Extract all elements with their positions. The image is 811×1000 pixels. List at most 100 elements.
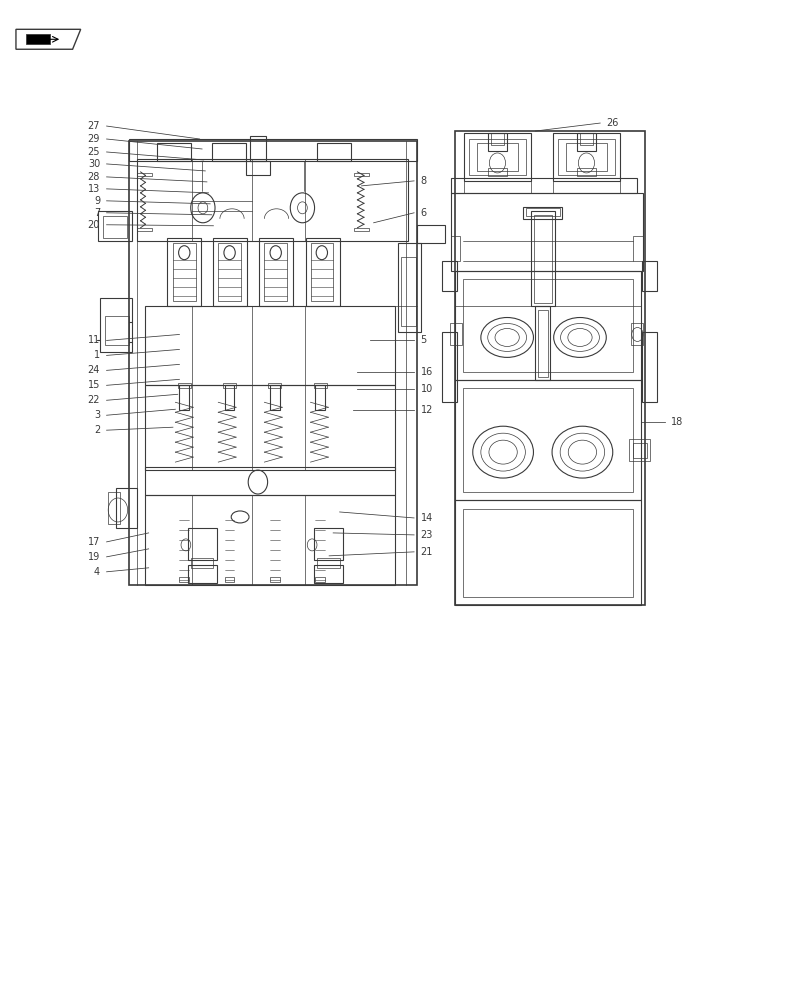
Text: 14: 14 xyxy=(420,513,432,523)
Text: 21: 21 xyxy=(420,547,432,557)
Bar xyxy=(270,577,280,582)
Bar xyxy=(449,323,461,345)
Bar xyxy=(397,243,420,332)
Bar xyxy=(145,385,394,470)
Bar xyxy=(145,495,394,585)
Bar xyxy=(212,143,246,161)
Bar xyxy=(642,332,656,402)
Bar xyxy=(477,143,517,171)
Bar xyxy=(268,383,281,388)
Bar xyxy=(450,178,636,193)
Bar xyxy=(576,168,595,176)
Bar xyxy=(487,133,507,151)
Bar xyxy=(178,383,191,388)
Bar xyxy=(179,577,189,582)
Bar xyxy=(116,488,136,528)
Bar xyxy=(491,133,504,145)
Bar xyxy=(259,238,292,306)
Bar xyxy=(145,306,394,385)
Bar xyxy=(525,208,559,216)
Bar xyxy=(462,279,632,372)
Polygon shape xyxy=(26,34,50,44)
Text: 6: 6 xyxy=(420,208,426,218)
Bar xyxy=(316,143,350,161)
Bar xyxy=(313,528,342,560)
Bar xyxy=(305,238,339,306)
Bar xyxy=(173,243,195,301)
Text: 2: 2 xyxy=(94,425,100,435)
Text: 20: 20 xyxy=(88,220,100,230)
Bar xyxy=(642,261,656,291)
Bar xyxy=(454,500,640,605)
Bar xyxy=(145,467,394,495)
Bar xyxy=(223,383,236,388)
Bar xyxy=(179,385,189,410)
Text: 3: 3 xyxy=(94,410,100,420)
Bar xyxy=(523,207,561,219)
Text: 8: 8 xyxy=(420,176,426,186)
Bar xyxy=(100,298,132,352)
Bar xyxy=(354,228,368,231)
Bar xyxy=(401,257,415,326)
Bar xyxy=(565,143,606,171)
Text: 15: 15 xyxy=(88,380,100,390)
Bar xyxy=(579,133,592,145)
Bar xyxy=(187,528,217,560)
Text: 4: 4 xyxy=(94,567,100,577)
Bar xyxy=(464,133,530,181)
Bar xyxy=(167,238,201,306)
Bar xyxy=(487,168,507,176)
Bar xyxy=(102,216,127,238)
Text: 1: 1 xyxy=(94,350,100,360)
Bar xyxy=(137,159,408,241)
Bar xyxy=(157,143,191,161)
Polygon shape xyxy=(16,29,80,49)
Bar xyxy=(537,310,547,377)
Bar xyxy=(632,443,646,458)
Text: 7: 7 xyxy=(94,208,100,218)
Text: 23: 23 xyxy=(420,530,432,540)
Bar xyxy=(469,139,525,175)
Bar xyxy=(315,385,324,410)
Bar xyxy=(310,243,333,301)
Bar xyxy=(313,565,342,583)
Bar xyxy=(137,228,152,231)
Text: 10: 10 xyxy=(420,384,432,394)
Bar xyxy=(416,225,444,243)
Bar xyxy=(629,439,650,461)
Bar xyxy=(316,558,339,568)
Text: 12: 12 xyxy=(420,405,432,415)
Text: 28: 28 xyxy=(88,172,100,182)
Bar xyxy=(129,141,416,585)
Text: 16: 16 xyxy=(420,367,432,377)
Bar xyxy=(454,271,640,380)
Bar xyxy=(98,211,132,241)
Bar xyxy=(450,236,460,261)
Bar xyxy=(534,306,549,380)
Bar xyxy=(187,565,217,583)
Bar xyxy=(557,139,614,175)
Text: 22: 22 xyxy=(88,395,100,405)
Bar xyxy=(246,161,270,175)
Bar xyxy=(213,238,247,306)
Text: 25: 25 xyxy=(88,147,100,157)
Bar xyxy=(250,136,266,161)
Bar xyxy=(218,243,241,301)
Text: 11: 11 xyxy=(88,335,100,345)
Bar xyxy=(552,133,619,181)
Bar xyxy=(530,211,554,306)
Bar xyxy=(137,173,152,176)
Bar xyxy=(315,577,324,582)
Bar xyxy=(129,139,416,161)
Bar xyxy=(576,133,595,151)
Bar xyxy=(270,385,280,410)
Bar xyxy=(533,215,551,303)
Bar xyxy=(462,388,632,492)
Text: 24: 24 xyxy=(88,365,100,375)
Text: 5: 5 xyxy=(420,335,427,345)
Bar xyxy=(225,577,234,582)
Bar xyxy=(191,558,213,568)
Bar xyxy=(108,492,119,524)
Text: 17: 17 xyxy=(88,537,100,547)
Text: 13: 13 xyxy=(88,184,100,194)
